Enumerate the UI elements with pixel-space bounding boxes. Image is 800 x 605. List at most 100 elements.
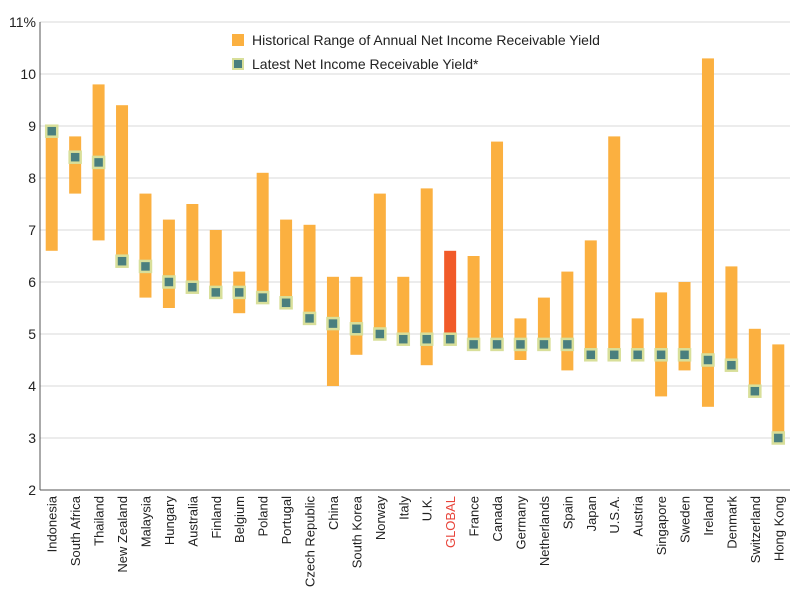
- latest-marker-u-s-a-: [607, 348, 621, 362]
- x-tick-label: Canada: [490, 495, 505, 541]
- x-tick-label: U.K.: [420, 496, 435, 521]
- latest-marker-u-k-: [419, 332, 434, 346]
- x-tick-label: New Zealand: [115, 496, 130, 573]
- y-tick-label: 4: [28, 378, 36, 394]
- x-tick-label: Hong Kong: [771, 496, 786, 561]
- x-tick-label: Denmark: [724, 496, 739, 549]
- legend-swatch-range: [232, 34, 244, 46]
- legend: Historical Range of Annual Net Income Re…: [232, 28, 600, 76]
- x-tick-label: China: [326, 495, 341, 530]
- y-tick-label: 6: [28, 274, 36, 290]
- latest-marker-denmark: [724, 358, 739, 372]
- latest-marker-italy: [396, 332, 411, 346]
- x-tick-label: Ireland: [701, 496, 716, 536]
- range-bar-switzerland: [748, 328, 761, 397]
- legend-item-range: Historical Range of Annual Net Income Re…: [232, 28, 600, 52]
- latest-marker-austria: [630, 348, 645, 362]
- x-tick-label: Thailand: [92, 496, 107, 546]
- x-tick-label: South Africa: [68, 495, 83, 566]
- range-bar-ireland: [701, 58, 714, 407]
- latest-marker-spain: [560, 337, 575, 352]
- range-bar-malaysia: [139, 193, 152, 298]
- range-bar-australia: [186, 204, 199, 293]
- x-tick-label: Sweden: [678, 496, 693, 543]
- bar-layer: [45, 58, 785, 444]
- x-tick-label: Norway: [373, 496, 388, 541]
- latest-marker-czech-republic: [302, 311, 317, 326]
- latest-marker-malaysia: [138, 259, 153, 274]
- latest-marker-south-africa: [68, 150, 82, 164]
- x-tick-label: Germany: [513, 496, 528, 550]
- latest-marker-indonesia: [44, 124, 59, 138]
- x-tick-label: South Korea: [349, 495, 364, 568]
- range-bar-hungary: [162, 219, 175, 308]
- latest-marker-thailand: [91, 155, 106, 170]
- y-tick-label: 2: [28, 482, 36, 498]
- range-bar-hong-kong: [772, 344, 785, 444]
- range-bar-china: [326, 276, 339, 386]
- latest-marker-hungary: [162, 275, 176, 289]
- range-bar-south-korea: [350, 276, 363, 355]
- range-bar-u-k-: [420, 188, 433, 366]
- range-bar-poland: [256, 172, 269, 303]
- range-bar-canada: [491, 141, 504, 350]
- legend-swatch-latest: [232, 58, 244, 70]
- grid-layer: [40, 21, 790, 439]
- range-bar-netherlands: [537, 297, 550, 350]
- range-bar-japan: [584, 240, 597, 360]
- range-bar-global: [444, 250, 457, 345]
- x-tick-label: Switzerland: [748, 496, 763, 563]
- x-tick-label: France: [467, 496, 482, 536]
- latest-marker-singapore: [654, 348, 668, 362]
- latest-marker-norway: [373, 327, 387, 341]
- legend-label-range: Historical Range of Annual Net Income Re…: [252, 32, 600, 48]
- y-tick-label: 10: [20, 66, 36, 82]
- x-tick-label: Hungary: [162, 496, 177, 546]
- y-tick-label: 5: [28, 326, 36, 342]
- range-bar-denmark: [725, 266, 738, 371]
- range-bar-new-zealand: [116, 105, 129, 267]
- latest-marker-finland: [209, 285, 223, 300]
- x-tick-label: Czech Republic: [303, 496, 318, 588]
- latest-marker-switzerland: [748, 384, 762, 398]
- latest-marker-sweden: [677, 348, 692, 362]
- x-tick-label: Austria: [631, 495, 646, 536]
- range-bar-south-africa: [69, 136, 82, 194]
- x-tick-label: Italy: [396, 496, 411, 520]
- x-tick-label: Japan: [584, 496, 599, 531]
- x-tick-label: Finland: [209, 496, 224, 539]
- legend-label-latest: Latest Net Income Receivable Yield*: [252, 56, 479, 72]
- range-bar-portugal: [280, 219, 293, 308]
- legend-item-latest: Latest Net Income Receivable Yield*: [232, 52, 600, 76]
- latest-marker-china: [326, 316, 340, 331]
- range-bar-singapore: [655, 292, 668, 397]
- latest-marker-japan: [584, 348, 598, 362]
- latest-marker-hong-kong: [771, 431, 786, 445]
- latest-marker-global: [443, 332, 457, 346]
- range-bar-u-s-a-: [608, 136, 621, 360]
- x-tick-label: Indonesia: [45, 495, 60, 552]
- latest-marker-new-zealand: [115, 254, 129, 268]
- range-bar-spain: [561, 271, 574, 371]
- latest-marker-belgium: [232, 285, 246, 300]
- latest-marker-canada: [490, 337, 504, 352]
- axis-layer: 2 3 4 5 6 7 8 9 10 11%: [9, 14, 790, 498]
- range-bar-indonesia: [45, 126, 58, 251]
- latest-marker-poland: [255, 290, 270, 305]
- x-tick-label: Poland: [256, 496, 271, 536]
- range-bar-czech-republic: [303, 224, 316, 324]
- latest-marker-portugal: [279, 296, 293, 310]
- x-tick-label: Malaysia: [138, 495, 153, 547]
- range-bar-france: [467, 256, 480, 350]
- y-tick-label: 8: [28, 170, 36, 186]
- latest-marker-australia: [185, 280, 200, 294]
- x-tick-label: Singapore: [654, 496, 669, 555]
- latest-marker-france: [466, 337, 481, 352]
- x-tick-label: Australia: [185, 495, 200, 546]
- y-tick-label: 11%: [9, 14, 36, 30]
- range-bar-italy: [397, 276, 410, 345]
- latest-marker-germany: [513, 337, 528, 352]
- range-bar-finland: [209, 230, 222, 298]
